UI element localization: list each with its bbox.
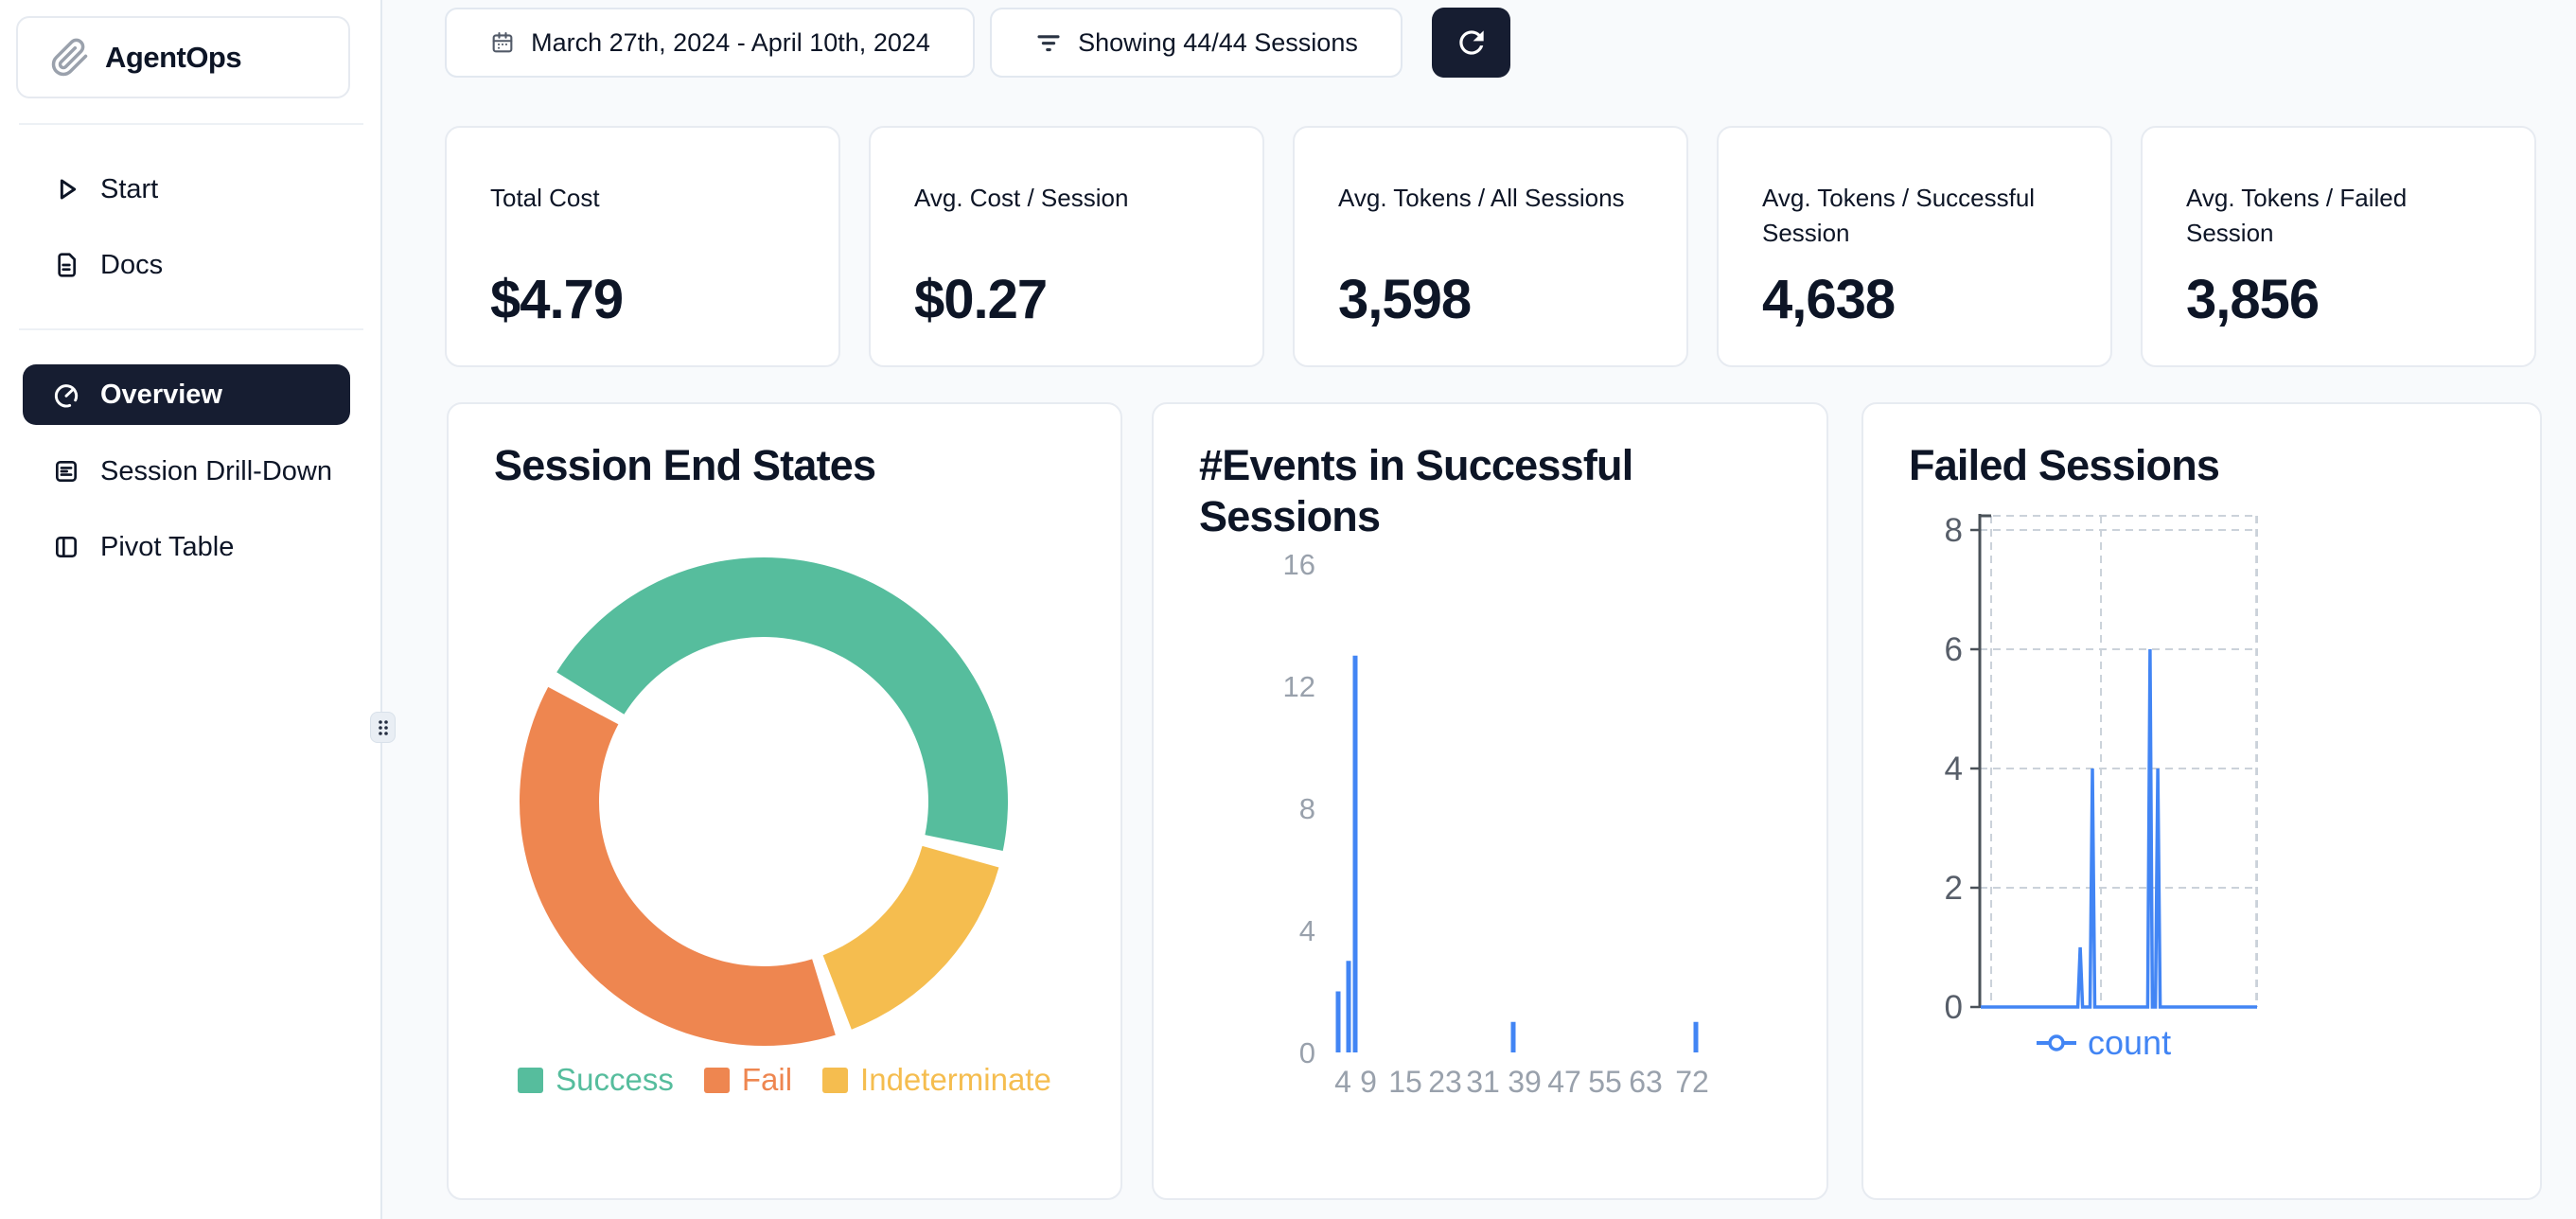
refresh-button[interactable] <box>1432 8 1510 78</box>
failed-sessions-card: Failed Sessions 0 2 4 6 8 count <box>1861 402 2542 1200</box>
histogram-bar <box>1693 1021 1699 1052</box>
stat-label: Avg. Tokens / Failed Session <box>2186 184 2408 247</box>
stat-value: 4,638 <box>1762 269 1896 330</box>
donut-legend: Success Fail Indeterminate <box>449 1062 1120 1098</box>
list-box-icon <box>51 456 81 486</box>
failed-sessions-line-chart: 0 2 4 6 8 count <box>1945 513 2258 1062</box>
legend-item-fail[interactable]: Fail <box>703 1062 793 1098</box>
stat-card-avg-tokens-all: Avg. Tokens / All Sessions 3,598 <box>1293 126 1688 367</box>
stat-label: Total Cost <box>490 184 600 212</box>
sessions-filter-button[interactable]: Showing 44/44 Sessions <box>990 8 1403 78</box>
svg-text:6: 6 <box>1945 631 1963 668</box>
svg-text:39: 39 <box>1508 1065 1542 1099</box>
svg-text:4: 4 <box>1945 751 1963 787</box>
events-in-successful-sessions-card: #Events in Successful Sessions 0 4 8 12 16 4 9… <box>1152 402 1828 1200</box>
sidebar-resize-handle[interactable] <box>370 712 396 743</box>
svg-text:15: 15 <box>1388 1065 1422 1099</box>
legend-item-indeterminate[interactable]: Indeterminate <box>822 1062 1051 1098</box>
donut-slice-indeterminate <box>822 845 999 1030</box>
paperclip-icon <box>50 38 90 78</box>
svg-text:8: 8 <box>1299 792 1315 825</box>
chart-title: Session End States <box>494 441 876 489</box>
sidebar-item-session-drill-down[interactable]: Session Drill-Down <box>23 441 350 502</box>
svg-text:0: 0 <box>1945 989 1963 1026</box>
stat-label: Avg. Tokens / All Sessions <box>1338 184 1625 212</box>
svg-text:4: 4 <box>1299 914 1315 947</box>
legend-item-success[interactable]: Success <box>518 1062 674 1098</box>
sidebar-item-pivot-table[interactable]: Pivot Table <box>23 517 350 577</box>
sidebar-divider <box>19 123 363 125</box>
session-end-states-card: Session End States Success Fail Indetermin… <box>447 402 1122 1200</box>
stat-card-avg-cost-session: Avg. Cost / Session $0.27 <box>869 126 1264 367</box>
legend-label: Fail <box>741 1062 793 1097</box>
legend-swatch <box>703 1067 730 1093</box>
legend-swatch <box>822 1067 849 1093</box>
sidebar-item-label: Docs <box>100 249 164 280</box>
svg-text:23: 23 <box>1428 1065 1462 1099</box>
stat-label: Avg. Tokens / Successful Session <box>1762 184 2036 247</box>
legend-label: Success <box>556 1062 674 1097</box>
legend-label: Indeterminate <box>860 1062 1051 1097</box>
layout-sidebar-icon <box>51 532 81 562</box>
sidebar-item-start[interactable]: Start <box>23 159 350 220</box>
stat-card-total-cost: Total Cost $4.79 <box>445 126 840 367</box>
svg-text:4: 4 <box>1334 1065 1351 1099</box>
histogram-bar <box>1352 655 1358 1052</box>
histogram-bar <box>1335 991 1341 1052</box>
legend-label: count <box>2088 1023 2171 1062</box>
svg-text:0: 0 <box>1299 1036 1315 1069</box>
filter-icon <box>1034 28 1063 57</box>
chart-title: Failed Sessions <box>1909 441 2220 489</box>
brand-logo[interactable]: AgentOps <box>16 16 350 98</box>
stat-value: $4.79 <box>490 269 624 330</box>
stat-card-avg-tokens-successful: Avg. Tokens / Successful Session 4,638 <box>1717 126 2112 367</box>
svg-text:9: 9 <box>1360 1065 1377 1099</box>
donut-slice-success <box>556 556 1009 852</box>
sidebar-item-label: Session Drill-Down <box>100 455 332 486</box>
legend-item-count[interactable]: count <box>2037 1023 2171 1062</box>
svg-text:55: 55 <box>1588 1065 1622 1099</box>
sidebar: AgentOps Start Docs <box>0 0 382 1219</box>
svg-text:12: 12 <box>1283 670 1315 703</box>
calendar-icon <box>489 29 516 56</box>
sidebar-item-label: Pivot Table <box>100 531 235 562</box>
grip-dots-icon <box>378 719 388 735</box>
stat-label: Avg. Cost / Session <box>914 184 1129 212</box>
refresh-icon <box>1454 25 1490 61</box>
donut-slice-fail <box>520 686 836 1047</box>
histogram-bar <box>1346 961 1351 1052</box>
svg-text:31: 31 <box>1466 1065 1500 1099</box>
sidebar-item-docs[interactable]: Docs <box>23 235 350 295</box>
svg-text:72: 72 <box>1675 1065 1709 1099</box>
stat-value: 3,856 <box>2186 269 2320 330</box>
sessions-filter-label: Showing 44/44 Sessions <box>1078 27 1358 57</box>
gauge-icon <box>51 380 81 410</box>
session-end-states-donut-chart <box>520 556 1009 1047</box>
main-content: March 27th, 2024 - April 10th, 2024 Show… <box>382 0 2576 1219</box>
date-range-button[interactable]: March 27th, 2024 - April 10th, 2024 <box>445 8 975 78</box>
svg-text:16: 16 <box>1283 548 1315 581</box>
count-series-line <box>1981 648 2257 1009</box>
sidebar-item-overview[interactable]: Overview <box>23 364 350 425</box>
svg-text:47: 47 <box>1547 1065 1581 1099</box>
sidebar-item-label: Start <box>100 173 159 204</box>
histogram-bar <box>1510 1021 1516 1052</box>
svg-text:63: 63 <box>1629 1065 1663 1099</box>
document-icon <box>51 250 81 280</box>
legend-swatch <box>518 1067 544 1093</box>
play-icon <box>51 174 81 204</box>
sidebar-divider <box>19 328 363 330</box>
legend-marker-icon <box>2048 1034 2065 1051</box>
stat-value: 3,598 <box>1338 269 1472 330</box>
svg-text:2: 2 <box>1945 870 1963 907</box>
stat-value: $0.27 <box>914 269 1048 330</box>
stat-card-avg-tokens-failed: Avg. Tokens / Failed Session 3,856 <box>2141 126 2536 367</box>
date-range-label: March 27th, 2024 - April 10th, 2024 <box>531 27 930 57</box>
brand-name: AgentOps <box>105 40 242 74</box>
chart-title: #Events in Successful Sessions <box>1199 441 1633 540</box>
sidebar-item-label: Overview <box>100 379 222 410</box>
svg-text:8: 8 <box>1945 513 1963 549</box>
